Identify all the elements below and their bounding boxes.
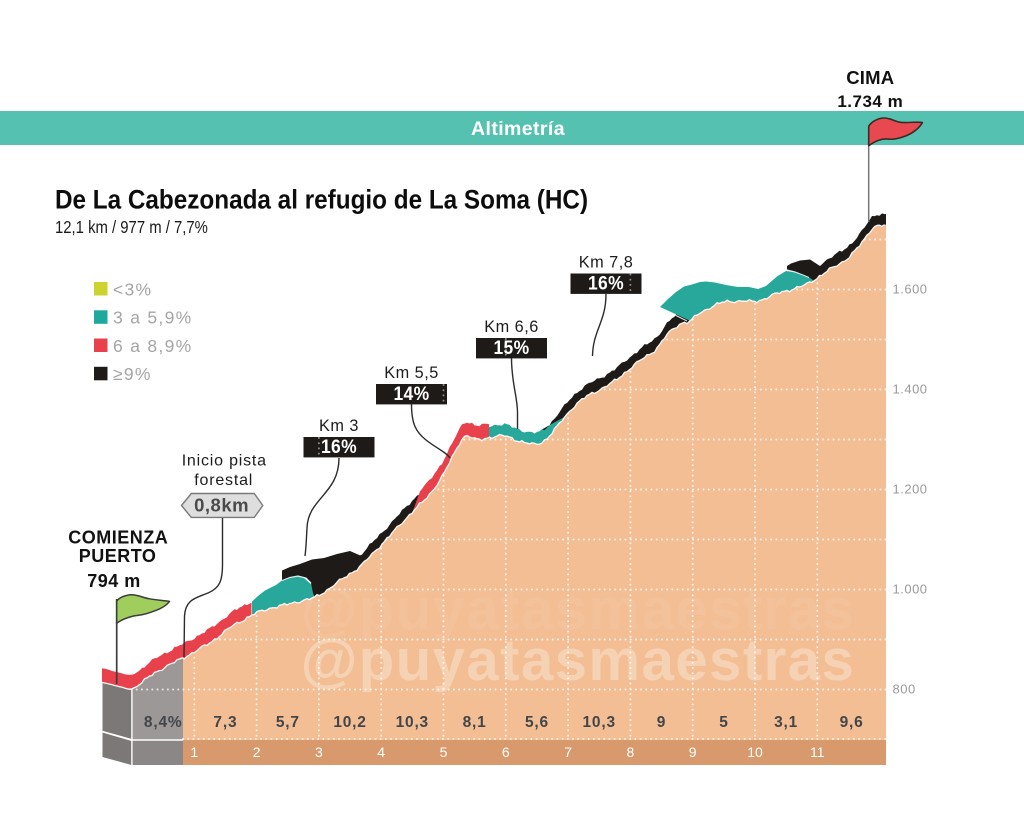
- svg-text:5: 5: [719, 714, 728, 731]
- svg-text:16%: 16%: [588, 272, 624, 294]
- svg-text:7: 7: [564, 744, 572, 760]
- svg-text:forestal: forestal: [194, 472, 253, 489]
- svg-text:16%: 16%: [321, 436, 357, 458]
- svg-text:Km 5,5: Km 5,5: [384, 364, 439, 382]
- svg-text:1.200: 1.200: [893, 482, 928, 497]
- svg-text:5: 5: [440, 744, 448, 760]
- svg-text:1: 1: [190, 744, 198, 760]
- svg-text:15%: 15%: [493, 337, 529, 359]
- svg-text:14%: 14%: [393, 383, 429, 405]
- svg-text:De La Cabezonada al refugio de: De La Cabezonada al refugio de La Soma (…: [55, 185, 588, 214]
- svg-text:12,1 km / 977 m / 7,7%: 12,1 km / 977 m / 7,7%: [55, 218, 208, 237]
- svg-text:1.734 m: 1.734 m: [837, 92, 903, 111]
- svg-text:8,1: 8,1: [463, 714, 487, 731]
- svg-text:5,7: 5,7: [276, 714, 300, 731]
- svg-text:2: 2: [253, 744, 261, 760]
- svg-text:10,3: 10,3: [396, 714, 429, 731]
- svg-text:1.400: 1.400: [893, 382, 928, 397]
- svg-text:Km 7,8: Km 7,8: [579, 254, 634, 272]
- svg-text:Km 3: Km 3: [319, 417, 359, 435]
- svg-text:PUERTO: PUERTO: [79, 546, 157, 566]
- svg-text:10: 10: [747, 744, 763, 760]
- svg-text:10,3: 10,3: [583, 714, 616, 731]
- svg-text:1.600: 1.600: [893, 282, 928, 297]
- svg-text:@puyatasmaestras: @puyatasmaestras: [301, 628, 856, 693]
- svg-text:COMIENZA: COMIENZA: [68, 528, 168, 548]
- svg-text:9: 9: [657, 714, 666, 731]
- svg-text:5,6: 5,6: [525, 714, 549, 731]
- svg-text:1.000: 1.000: [893, 582, 928, 597]
- svg-text:6: 6: [502, 744, 510, 760]
- svg-text:Km 6,6: Km 6,6: [484, 318, 539, 336]
- svg-text:3 a 5,9%: 3 a 5,9%: [113, 308, 192, 328]
- svg-text:Inicio pista: Inicio pista: [182, 453, 267, 470]
- svg-text:3: 3: [315, 744, 323, 760]
- svg-text:9,6: 9,6: [840, 714, 864, 731]
- svg-text:6 a 8,9%: 6 a 8,9%: [113, 336, 192, 356]
- svg-text:800: 800: [893, 682, 916, 697]
- svg-text:@puyatasmaestras: @puyatasmaestras: [301, 577, 856, 642]
- svg-text:8: 8: [627, 744, 635, 760]
- svg-text:Altimetría: Altimetría: [471, 118, 565, 140]
- svg-text:7,3: 7,3: [213, 714, 237, 731]
- svg-text:11: 11: [810, 744, 825, 760]
- svg-text:8,4%: 8,4%: [144, 714, 183, 731]
- svg-text:4: 4: [377, 744, 385, 760]
- svg-text:9: 9: [689, 744, 697, 760]
- svg-text:794 m: 794 m: [87, 571, 141, 591]
- svg-text:3,1: 3,1: [774, 714, 798, 731]
- svg-text:<3%: <3%: [113, 279, 152, 299]
- svg-text:≥9%: ≥9%: [113, 364, 152, 384]
- svg-text:10,2: 10,2: [333, 714, 366, 731]
- svg-text:0,8km: 0,8km: [194, 495, 249, 516]
- svg-text:CIMA: CIMA: [846, 67, 894, 88]
